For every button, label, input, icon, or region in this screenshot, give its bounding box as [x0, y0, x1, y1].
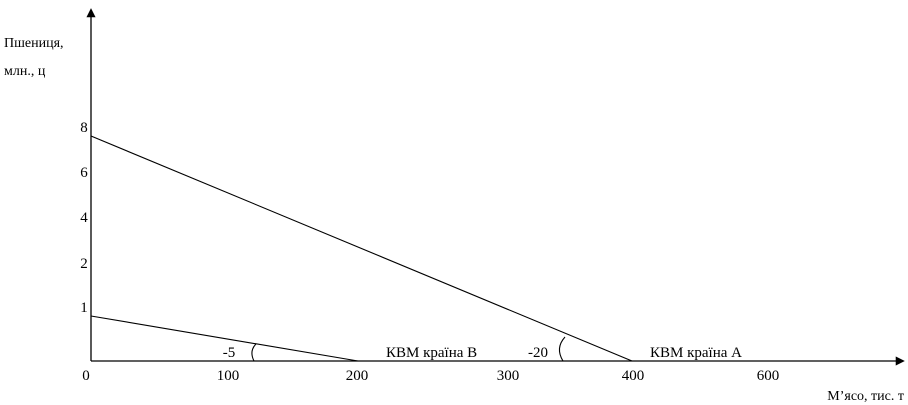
x-tick-label-100: 100 [217, 368, 240, 384]
y-tick-label-4: 4 [80, 210, 88, 226]
series-label-country-b: КВМ країна В [386, 345, 477, 361]
y-tick-label-1: 1 [80, 300, 88, 316]
x-tick-label-400: 400 [622, 368, 645, 384]
angle-arc-country-a [558, 336, 566, 362]
y-tick-label-2: 2 [80, 256, 88, 272]
slope-label-country-b: -5 [223, 345, 236, 361]
x-tick-label-600: 600 [757, 368, 780, 384]
y-tick-label-8: 8 [80, 120, 88, 136]
series-label-country-a: КВМ країна А [650, 345, 742, 361]
x-tick-label-300: 300 [497, 368, 520, 384]
x-tick-label-200: 200 [346, 368, 369, 384]
angle-arc-country-b [251, 343, 257, 362]
series-line-country-b [90, 315, 359, 362]
y-axis-title-line1: Пшениця, [4, 36, 64, 51]
y-axis-title-line2: млн., ц [4, 64, 46, 79]
y-tick-label-6: 6 [80, 165, 88, 181]
x-tick-label-0: 0 [82, 368, 90, 384]
slope-label-country-a: -20 [528, 345, 548, 361]
x-axis-title: М’ясо, тис. т [827, 389, 904, 404]
series-line-country-a [90, 135, 633, 362]
